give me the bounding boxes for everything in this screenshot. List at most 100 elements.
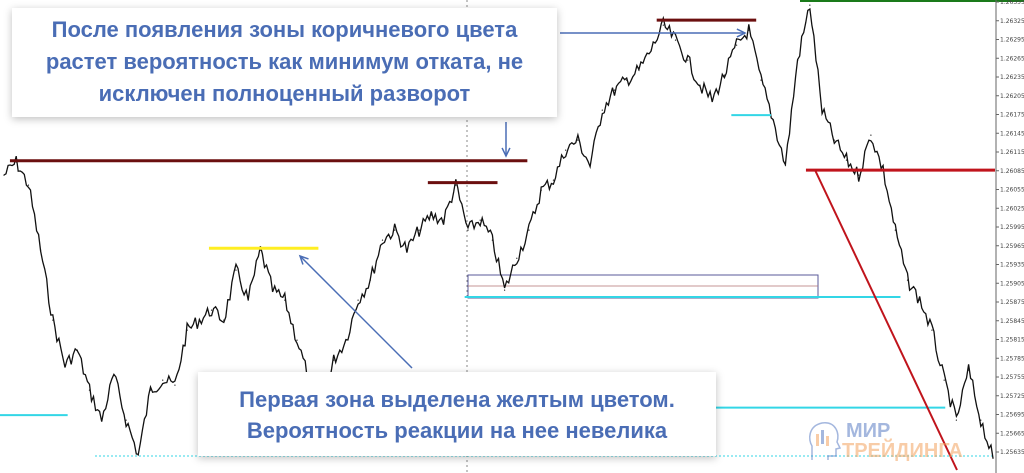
- price-point: [162, 379, 164, 381]
- price-point: [504, 289, 506, 291]
- price-point: [809, 4, 811, 6]
- y-tick-label: 1.26265: [1000, 55, 1024, 62]
- price-point: [870, 134, 872, 136]
- price-point: [3, 174, 5, 176]
- price-point: [125, 419, 127, 421]
- price-point: [955, 419, 957, 421]
- head-chart-icon: [808, 422, 842, 460]
- y-tick-label: 1.25725: [1000, 393, 1024, 400]
- price-point: [784, 164, 787, 166]
- price-point: [198, 319, 200, 321]
- price-point: [64, 364, 66, 366]
- price-point: [442, 219, 445, 221]
- y-tick-label: 1.25935: [1000, 262, 1024, 269]
- price-point: [906, 279, 909, 281]
- trend-line: [814, 169, 958, 471]
- price-point: [149, 389, 152, 391]
- annotation-arrow: [299, 255, 413, 369]
- price-point: [723, 74, 725, 76]
- price-point: [821, 109, 823, 111]
- price-point: [345, 339, 347, 341]
- price-point: [137, 454, 139, 456]
- price-point: [455, 184, 457, 186]
- price-point: [394, 229, 396, 231]
- y-tick-label: 1.26085: [1000, 168, 1024, 175]
- price-point: [528, 229, 530, 231]
- price-point: [662, 24, 664, 26]
- price-point: [931, 329, 933, 331]
- price-point: [613, 89, 616, 91]
- price-point: [284, 299, 286, 301]
- price-point: [381, 239, 384, 241]
- logo: МИР ТРЕЙДИНГА: [806, 420, 963, 464]
- price-point: [101, 419, 103, 421]
- price-point: [235, 269, 237, 271]
- price-point: [406, 249, 408, 251]
- price-point: [760, 79, 762, 81]
- y-tick-label: 1.25785: [1000, 355, 1024, 362]
- price-point: [418, 229, 420, 231]
- price-point: [369, 279, 371, 281]
- price-point: [296, 339, 298, 341]
- price-point: [833, 139, 835, 141]
- y-tick-label: 1.25845: [1000, 318, 1024, 325]
- price-point: [735, 44, 738, 46]
- y-tick-label: 1.26115: [1000, 149, 1024, 156]
- price-point: [479, 219, 481, 221]
- y-tick-label: 1.25815: [1000, 337, 1024, 344]
- y-tick-label: 1.26055: [1000, 187, 1024, 194]
- price-point: [259, 249, 262, 251]
- price-point: [467, 229, 469, 231]
- annotation-line: растет вероятность как минимум отката, н…: [45, 49, 524, 74]
- arrowhead-icon: [736, 28, 747, 38]
- price-point: [272, 289, 274, 291]
- y-tick-label: 1.25695: [1000, 412, 1024, 419]
- price-point: [333, 359, 335, 361]
- price-point: [174, 384, 176, 386]
- price-point: [967, 369, 970, 371]
- y-tick-label: 1.26025: [1000, 205, 1024, 212]
- price-point: [674, 39, 677, 41]
- y-tick-label: 1.25635: [1000, 449, 1024, 456]
- y-tick-label: 1.25755: [1000, 374, 1024, 381]
- y-tick-label: 1.25995: [1000, 224, 1024, 231]
- annotation-line: исключен полноценный разворот: [98, 81, 471, 106]
- price-point: [357, 299, 359, 301]
- price-point: [638, 69, 640, 71]
- price-point: [589, 164, 591, 166]
- logo-line2: ТРЕЙДИНГА: [842, 440, 963, 462]
- price-point: [858, 174, 860, 176]
- price-point: [772, 119, 774, 121]
- y-tick-label: 1.26235: [1000, 74, 1024, 81]
- price-point: [552, 179, 555, 181]
- price-point: [650, 49, 652, 51]
- zone-rectangle: [467, 274, 819, 299]
- y-tick-label: 1.25905: [1000, 280, 1024, 287]
- y-tick-label: 1.26145: [1000, 130, 1024, 137]
- annotation-yellow-zone: Первая зона выделена желтым цветом. Веро…: [198, 372, 716, 456]
- price-point: [748, 29, 750, 31]
- price-point: [40, 249, 42, 251]
- price-point: [52, 319, 54, 321]
- price-point: [27, 184, 30, 186]
- y-tick-label: 1.26355: [1000, 0, 1024, 6]
- price-point: [76, 349, 78, 351]
- arrowhead-icon: [298, 254, 309, 265]
- price-point: [601, 109, 603, 111]
- price-point: [210, 309, 213, 311]
- price-point: [186, 329, 188, 331]
- y-tick-label: 1.26175: [1000, 112, 1024, 119]
- price-point: [699, 84, 701, 86]
- price-point: [88, 389, 91, 391]
- price-point: [845, 159, 848, 161]
- annotation-line: Первая зона выделена желтым цветом.: [239, 387, 675, 412]
- annotation-line: После появления зоны коричневого цвета: [51, 17, 518, 42]
- price-point: [919, 299, 921, 301]
- price-line: [3, 7, 994, 459]
- annotation-brown-zone: После появления зоны коричневого цвета р…: [12, 8, 557, 117]
- price-point: [113, 374, 115, 376]
- price-point: [943, 379, 945, 381]
- y-tick-label: 1.26205: [1000, 93, 1024, 100]
